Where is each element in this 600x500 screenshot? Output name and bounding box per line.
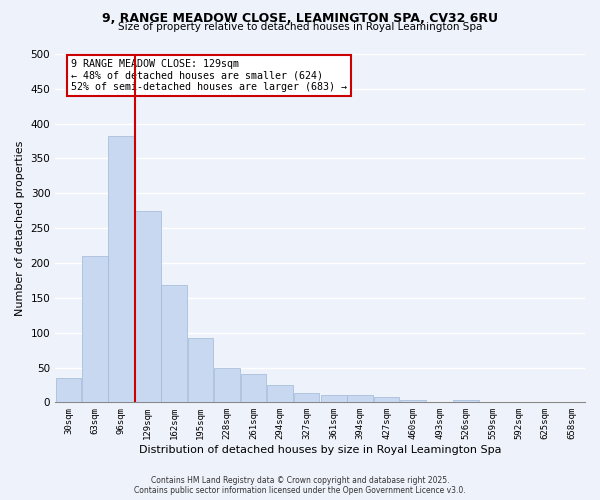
Text: Contains HM Land Registry data © Crown copyright and database right 2025.
Contai: Contains HM Land Registry data © Crown c… bbox=[134, 476, 466, 495]
X-axis label: Distribution of detached houses by size in Royal Leamington Spa: Distribution of detached houses by size … bbox=[139, 445, 502, 455]
Bar bbox=[109, 136, 134, 402]
Bar bbox=[82, 256, 107, 402]
Text: 9 RANGE MEADOW CLOSE: 129sqm
← 48% of detached houses are smaller (624)
52% of s: 9 RANGE MEADOW CLOSE: 129sqm ← 48% of de… bbox=[71, 59, 347, 92]
Text: Size of property relative to detached houses in Royal Leamington Spa: Size of property relative to detached ho… bbox=[118, 22, 482, 32]
Bar bbox=[374, 397, 400, 402]
Bar bbox=[293, 394, 319, 402]
Bar bbox=[321, 396, 347, 402]
Bar bbox=[453, 400, 479, 402]
Bar bbox=[400, 400, 426, 402]
Text: 9, RANGE MEADOW CLOSE, LEAMINGTON SPA, CV32 6RU: 9, RANGE MEADOW CLOSE, LEAMINGTON SPA, C… bbox=[102, 12, 498, 26]
Bar bbox=[56, 378, 81, 402]
Y-axis label: Number of detached properties: Number of detached properties bbox=[15, 140, 25, 316]
Bar bbox=[161, 286, 187, 403]
Bar bbox=[135, 211, 161, 402]
Bar bbox=[214, 368, 240, 402]
Bar bbox=[347, 396, 373, 402]
Bar bbox=[267, 385, 293, 402]
Bar bbox=[241, 374, 266, 402]
Bar bbox=[188, 338, 214, 402]
